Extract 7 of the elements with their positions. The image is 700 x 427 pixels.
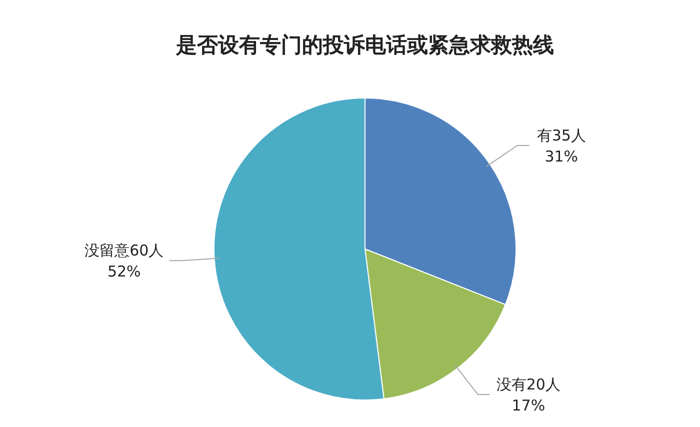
data-label: 17% <box>512 396 546 415</box>
slice-label: 没有20人 <box>496 376 560 394</box>
slice-label: 有35人 <box>536 126 586 144</box>
data-label: 31% <box>544 147 578 166</box>
data-label: 52% <box>107 262 141 281</box>
slice-label: 没留意60人 <box>84 242 164 260</box>
chart-title: 是否设有专门的投诉电话或紧急求救热线 <box>175 33 554 57</box>
